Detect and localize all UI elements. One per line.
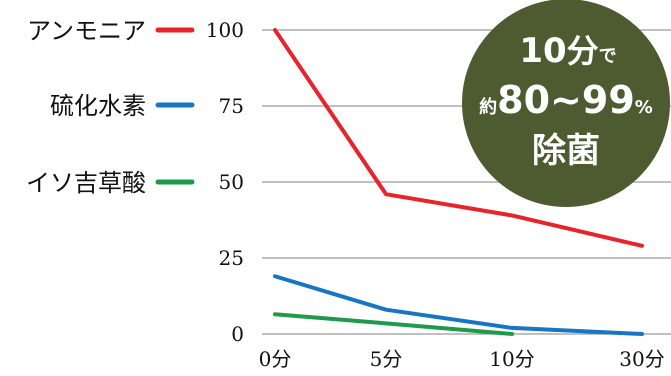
y-tick-label: 0 (231, 322, 244, 346)
legend-label: イソ吉草酸 (26, 169, 146, 197)
x-axis-ticks: 0分 5分 10分 30分 (259, 347, 665, 371)
y-tick-label: 50 (219, 170, 244, 194)
badge-line1-suffix: で (599, 46, 617, 67)
series-lines (273, 28, 644, 336)
badge-circle (462, 0, 670, 207)
badge-line1: 10分で (519, 31, 616, 71)
series-line (273, 28, 644, 248)
badge-line3: 除菌 (532, 131, 600, 171)
y-tick-label: 25 (219, 246, 244, 270)
y-axis-ticks: 0 25 50 75 100 (206, 18, 244, 346)
legend-label: 硫化水素 (50, 92, 146, 120)
badge-line2-range: 80~99 (497, 78, 635, 122)
series-line (273, 312, 514, 336)
x-tick-label: 0分 (259, 347, 292, 371)
badge-line2-prefix: 約 (479, 96, 497, 118)
badge-line1-number: 10 (519, 31, 566, 71)
badge-line2-unit: % (635, 97, 653, 118)
x-tick-label: 30分 (619, 347, 664, 371)
x-tick-label: 10分 (489, 347, 534, 371)
x-tick-label: 5分 (370, 347, 403, 371)
legend-label: アンモニア (27, 17, 146, 45)
badge-line2: 約80~99% (479, 78, 653, 122)
badge-line1-unit: 分 (567, 32, 599, 70)
y-tick-label: 75 (219, 94, 244, 118)
series-line (273, 274, 644, 336)
y-tick-label: 100 (206, 18, 244, 42)
promo-badge: 10分で 約80~99% 除菌 (462, 0, 670, 207)
